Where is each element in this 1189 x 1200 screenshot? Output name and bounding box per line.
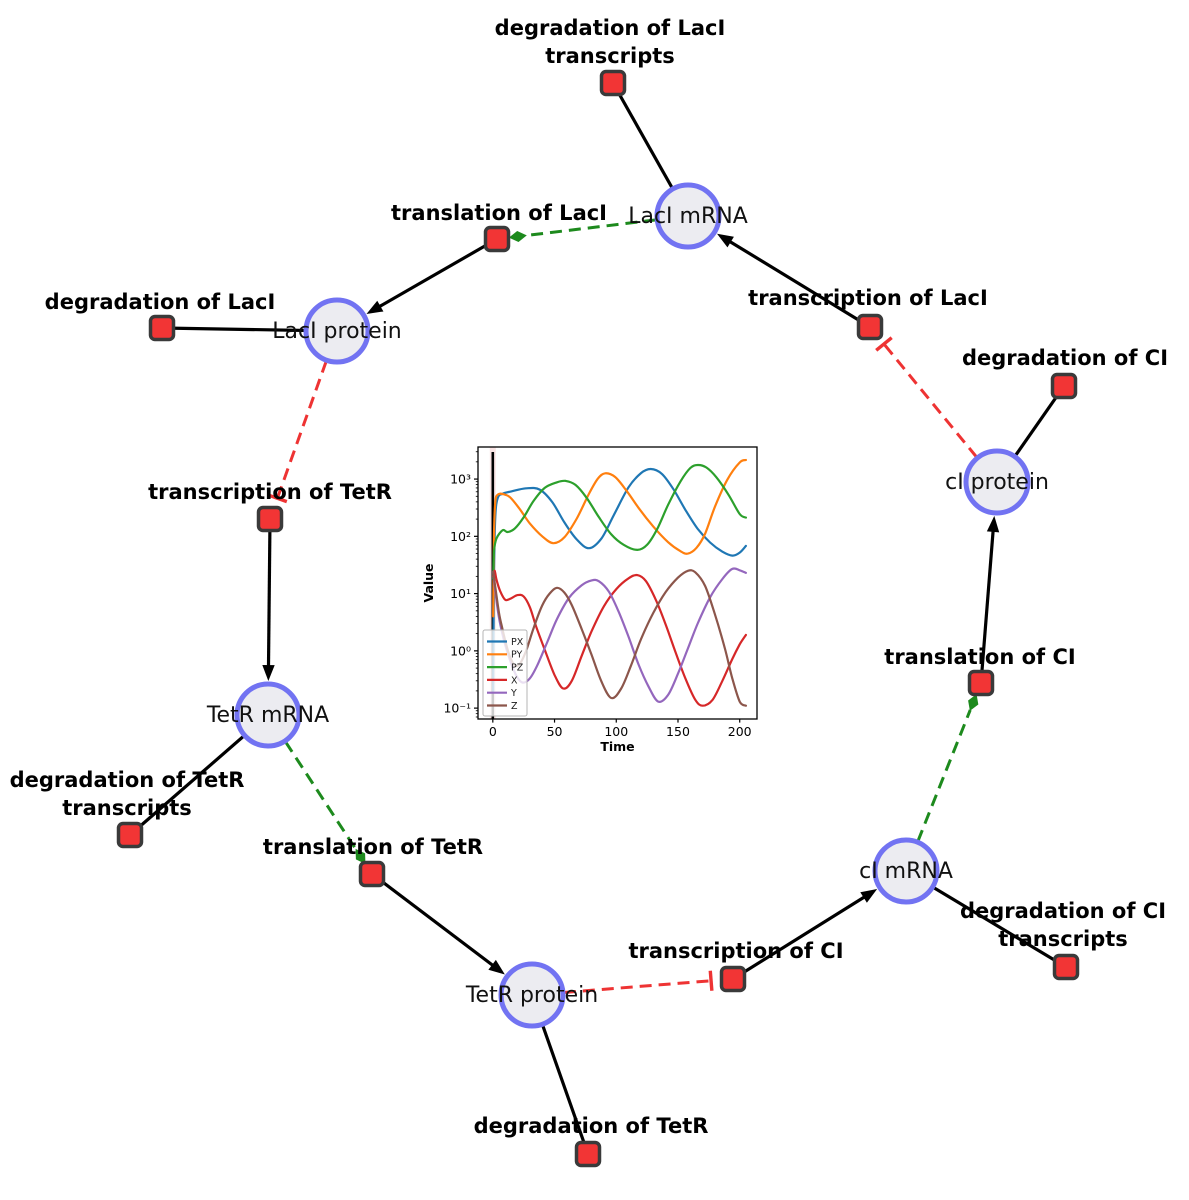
modifier-diamond-icon xyxy=(508,231,527,242)
reaction-node-transcription-tetr[interactable] xyxy=(256,505,284,533)
y-tick-label: 10² xyxy=(450,529,471,544)
reaction-node-translation-tetr[interactable] xyxy=(358,860,386,888)
modifier-diamond-icon xyxy=(355,848,366,864)
production-arrowhead-icon xyxy=(860,889,878,903)
series-X xyxy=(492,569,747,707)
edge-laci-protein-transcription-tetr xyxy=(275,360,328,499)
edge-transcription-laci-laci-mrna xyxy=(726,238,871,329)
deg-tetr-transcripts-label-line1: degradation of TetR xyxy=(10,768,245,792)
x-tick-label: 200 xyxy=(728,724,752,739)
reaction-node-translation-ci[interactable] xyxy=(967,669,995,697)
degradation-laci-label: degradation of LacI xyxy=(45,290,276,314)
ci-protein-label: cI protein xyxy=(945,470,1049,495)
y-tick-label: 10¹ xyxy=(450,586,471,601)
edge-ci-protein-transcription-laci xyxy=(882,343,978,459)
x-tick-label: 100 xyxy=(604,724,628,739)
production-arrowhead-icon xyxy=(717,233,734,248)
legend-label-Z: Z xyxy=(511,701,518,712)
translation-ci-label: translation of CI xyxy=(884,645,1075,669)
degradation-tetr-label: degradation of TetR xyxy=(474,1114,709,1138)
y-tick-label: 10⁻¹ xyxy=(443,701,471,716)
edges-layer xyxy=(128,82,1067,1155)
species-node-laci-mrna[interactable] xyxy=(654,182,722,250)
deg-ci-transcripts-label-line2: transcripts xyxy=(998,927,1128,951)
edge-tetr-mrna-translation-tetr xyxy=(284,740,358,851)
nodes-layer xyxy=(116,69,1080,1168)
legend-label-X: X xyxy=(511,675,518,686)
transcription-laci-label: transcription of LacI xyxy=(748,286,988,310)
legend-label-Y: Y xyxy=(510,688,517,699)
legend-label-PY: PY xyxy=(511,650,523,661)
deg-laci-transcripts-label-line2: transcripts xyxy=(545,44,675,68)
production-arrowhead-icon xyxy=(986,515,1000,533)
reaction-node-deg-laci-transcripts[interactable] xyxy=(599,69,627,97)
species-node-tetr-mrna[interactable] xyxy=(234,681,302,749)
edge-ci-mrna-translation-ci xyxy=(916,709,972,842)
reaction-node-degradation-laci[interactable] xyxy=(148,314,176,342)
translation-laci-label: translation of LacI xyxy=(391,201,607,225)
species-node-tetr-protein[interactable] xyxy=(498,961,566,1029)
edge-translation-laci-laci-protein xyxy=(376,237,498,310)
reaction-node-transcription-laci[interactable] xyxy=(856,313,884,341)
edge-laci-mrna-translation-laci xyxy=(525,218,657,238)
laci-protein-label: LacI protein xyxy=(272,319,402,344)
legend-box xyxy=(482,629,528,717)
degradation-ci-label: degradation of CI xyxy=(962,346,1168,370)
edge-transcription-ci-ci-mrna xyxy=(732,894,868,981)
series-PZ xyxy=(492,463,747,581)
y-tick-label: 10³ xyxy=(450,472,471,487)
tetr-mrna-label: TetR mRNA xyxy=(206,703,329,728)
edge-translation-ci-ci-protein xyxy=(979,527,995,684)
transcription-ci-label: transcription of CI xyxy=(628,939,843,963)
edge-tetr-protein-transcription-ci xyxy=(563,979,712,994)
x-tick-label: 50 xyxy=(547,724,563,739)
inhibition-tee-icon xyxy=(267,493,288,504)
production-arrowhead-icon xyxy=(262,664,275,682)
plot-frame xyxy=(477,446,758,720)
edge-translation-tetr-tetr-protein xyxy=(371,872,497,969)
species-node-ci-mrna[interactable] xyxy=(872,837,940,905)
y-axis-label: Value xyxy=(421,563,436,602)
reaction-node-degradation-ci[interactable] xyxy=(1050,372,1078,400)
reaction-node-degradation-tetr[interactable] xyxy=(574,1140,602,1168)
species-node-laci-protein[interactable] xyxy=(303,297,371,365)
series-PY xyxy=(492,458,747,618)
x-axis-label: Time xyxy=(600,739,634,754)
reaction-node-deg-tetr-transcripts[interactable] xyxy=(116,821,144,849)
reaction-node-translation-laci[interactable] xyxy=(483,225,511,253)
reaction-node-deg-ci-transcripts[interactable] xyxy=(1052,953,1080,981)
labels-layer: LacI mRNA LacI protein TetR mRNA TetR prote… xyxy=(10,16,1168,1138)
inhibition-tee-icon xyxy=(708,970,714,991)
y-tick-label: 10⁰ xyxy=(450,643,471,658)
production-arrowhead-icon xyxy=(488,959,505,975)
deg-laci-transcripts-label-line1: degradation of LacI xyxy=(495,16,726,40)
x-tick-label: 0 xyxy=(489,724,497,739)
legend-label-PX: PX xyxy=(511,637,524,648)
translation-tetr-label: translation of TetR xyxy=(263,835,483,859)
modifier-diamond-icon xyxy=(968,694,979,711)
ci-mrna-label: cI mRNA xyxy=(859,859,953,884)
laci-mrna-label: LacI mRNA xyxy=(628,204,748,229)
production-arrowhead-icon xyxy=(366,300,384,315)
transcription-tetr-label: transcription of TetR xyxy=(148,480,392,504)
reaction-node-transcription-ci[interactable] xyxy=(719,965,747,993)
inhibition-tee-icon xyxy=(875,336,893,352)
tetr-protein-label: TetR protein xyxy=(465,983,598,1008)
edge-transcription-tetr-tetr-mrna xyxy=(266,518,272,670)
x-tick-label: 150 xyxy=(666,724,690,739)
species-node-ci-protein[interactable] xyxy=(963,448,1031,516)
deg-tetr-transcripts-label-line2: transcripts xyxy=(62,796,192,820)
legend-label-PZ: PZ xyxy=(511,663,524,674)
deg-ci-transcripts-label-line1: degradation of CI xyxy=(960,899,1166,923)
